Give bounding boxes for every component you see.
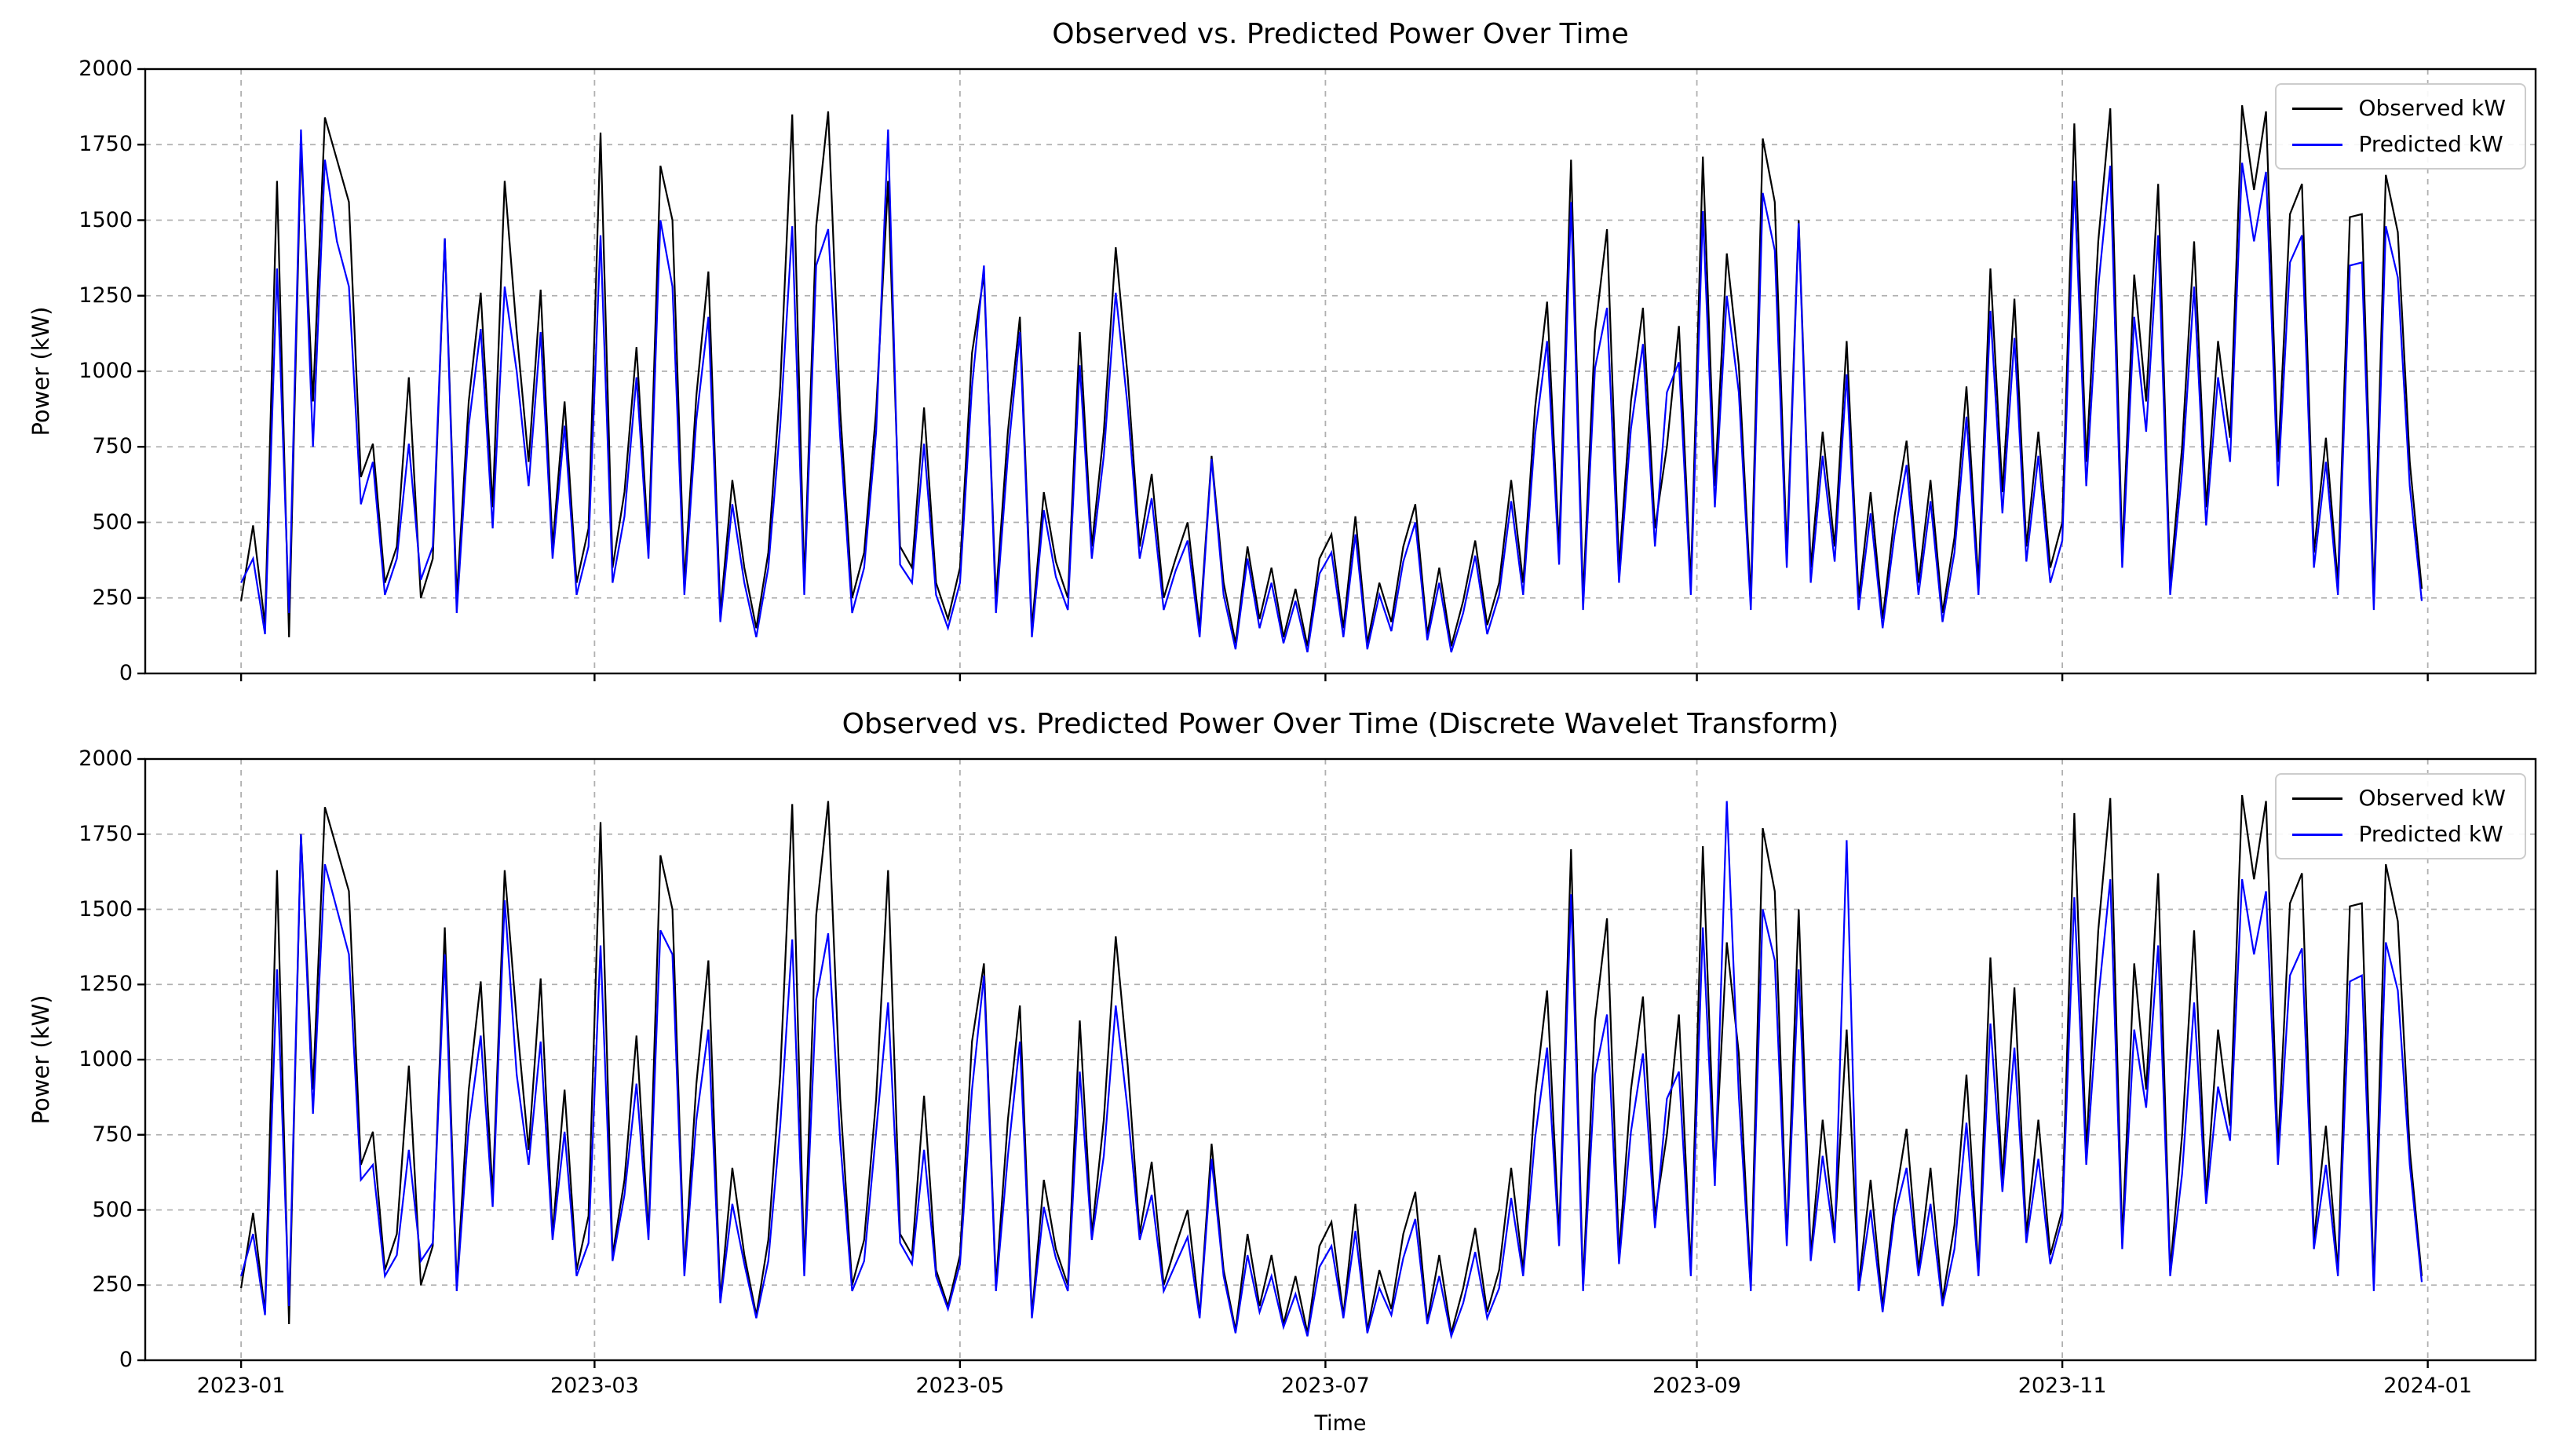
legend-line-predicted-icon xyxy=(2292,833,2343,836)
axes-spines xyxy=(144,757,2537,1362)
legend-label: Observed kW xyxy=(2358,95,2506,121)
legend-label: Predicted kW xyxy=(2358,131,2503,157)
x-axis-label: Time xyxy=(1314,1411,1367,1436)
series-line-observed-kw xyxy=(240,794,2423,1334)
y-tick-label: 0 xyxy=(119,661,133,685)
x-tick-label: 2023-05 xyxy=(915,1374,1005,1398)
legend-line-observed-icon xyxy=(2292,107,2343,110)
y-tick-label: 1500 xyxy=(79,207,133,232)
legend: Observed kW Predicted kW xyxy=(2275,773,2526,859)
legend-label: Predicted kW xyxy=(2358,821,2503,847)
y-axis-label: Power (kW) xyxy=(27,306,54,436)
legend-item: Observed kW xyxy=(2292,94,2506,122)
y-tick-label: 750 xyxy=(92,1122,133,1147)
y-tick-label: 1250 xyxy=(79,283,133,308)
legend-item: Predicted kW xyxy=(2292,820,2506,848)
y-tick-label: 1500 xyxy=(79,896,133,921)
x-tick-label: 2023-03 xyxy=(550,1374,639,1398)
legend-line-predicted-icon xyxy=(2292,143,2343,146)
y-tick-label: 2000 xyxy=(79,57,133,81)
x-tick-label: 2023-01 xyxy=(196,1374,286,1398)
y-tick-label: 1000 xyxy=(79,1047,133,1071)
legend-item: Predicted kW xyxy=(2292,130,2506,159)
y-tick-label: 750 xyxy=(92,434,133,459)
axes-spines xyxy=(144,68,2537,675)
series-line-predicted-kw xyxy=(240,129,2423,653)
y-tick-label: 250 xyxy=(92,585,133,610)
legend-item: Observed kW xyxy=(2292,784,2506,812)
y-tick-label: 500 xyxy=(92,509,133,535)
y-axis-label: Power (kW) xyxy=(27,994,54,1125)
y-tick-label: 250 xyxy=(92,1272,133,1297)
y-tick-label: 1000 xyxy=(79,359,133,383)
legend: Observed kW Predicted kW xyxy=(2275,83,2526,170)
y-tick-label: 0 xyxy=(119,1348,133,1372)
series-line-predicted-kw xyxy=(240,801,2423,1340)
legend-label: Observed kW xyxy=(2358,785,2506,811)
legend-line-observed-icon xyxy=(2292,797,2343,800)
series-line-observed-kw xyxy=(240,105,2423,647)
y-tick-label: 2000 xyxy=(79,746,133,771)
x-tick-label: 2023-07 xyxy=(1281,1374,1370,1398)
y-tick-label: 1750 xyxy=(79,821,133,846)
y-tick-label: 1750 xyxy=(79,132,133,157)
y-tick-label: 1250 xyxy=(79,972,133,997)
x-tick-label: 2023-11 xyxy=(2017,1374,2107,1398)
x-tick-label: 2023-09 xyxy=(1652,1374,1741,1398)
y-tick-label: 500 xyxy=(92,1197,133,1222)
chart-title: Observed vs. Predicted Power Over Time (… xyxy=(842,708,1839,740)
chart-title: Observed vs. Predicted Power Over Time xyxy=(1052,18,1629,50)
x-tick-label: 2024-01 xyxy=(2383,1374,2473,1398)
